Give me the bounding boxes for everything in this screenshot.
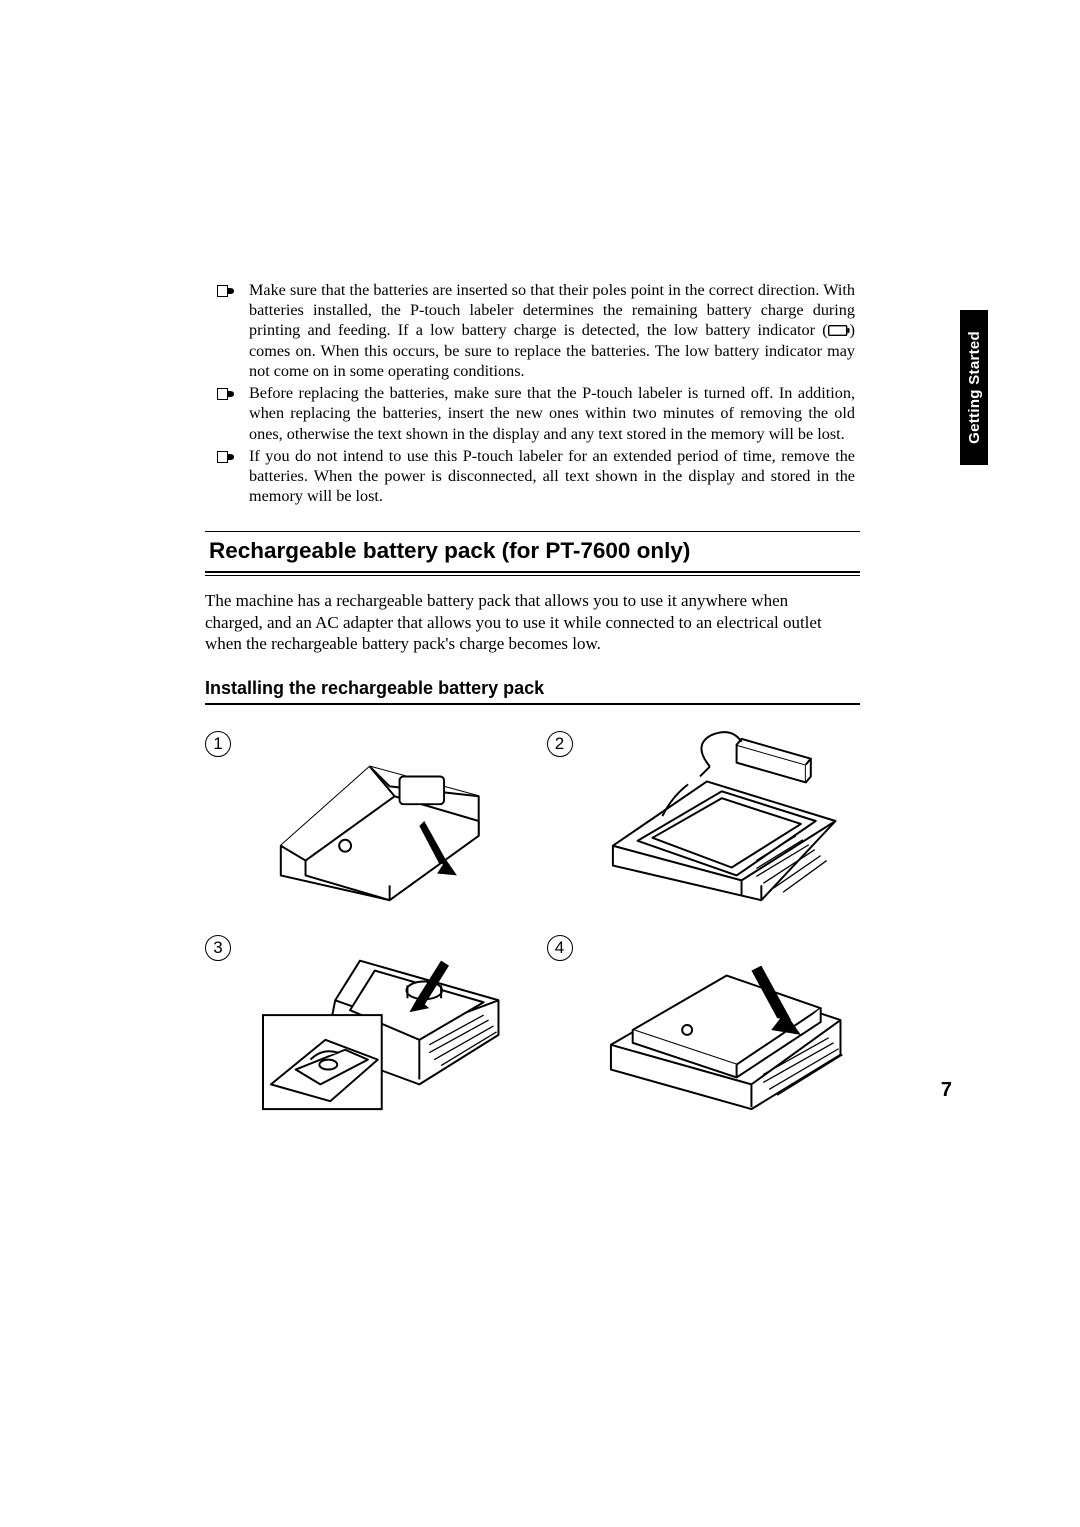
section-tab-label: Getting Started bbox=[966, 331, 983, 444]
step-number: 1 bbox=[205, 731, 231, 757]
rule bbox=[205, 703, 860, 705]
manual-page: Getting Started Make sure that the batte… bbox=[0, 0, 1080, 1527]
note-pointer-icon bbox=[217, 280, 235, 381]
note-item: Make sure that the batteries are inserte… bbox=[217, 280, 855, 381]
note-text: Before replacing the batteries, make sur… bbox=[249, 383, 855, 443]
notes-block: Make sure that the batteries are inserte… bbox=[217, 280, 855, 506]
rule bbox=[205, 571, 860, 574]
low-battery-icon bbox=[828, 321, 850, 341]
note-text: Make sure that the batteries are inserte… bbox=[249, 280, 855, 381]
step-illustration bbox=[241, 727, 519, 915]
note-pointer-icon bbox=[217, 446, 235, 506]
note-item: If you do not intend to use this P-touch… bbox=[217, 446, 855, 506]
note-item: Before replacing the batteries, make sur… bbox=[217, 383, 855, 443]
step-illustration bbox=[583, 727, 861, 915]
section-body: The machine has a rechargeable battery p… bbox=[205, 590, 840, 654]
figure-step-4: 4 bbox=[547, 931, 861, 1119]
figure-step-3: 3 bbox=[205, 931, 519, 1119]
step-illustration bbox=[241, 931, 519, 1119]
subheading-block: Installing the rechargeable battery pack bbox=[205, 678, 860, 705]
figure-grid: 1 bbox=[205, 727, 860, 1119]
note-pointer-icon bbox=[217, 383, 235, 443]
step-number: 3 bbox=[205, 935, 231, 961]
note-text: If you do not intend to use this P-touch… bbox=[249, 446, 855, 506]
section-heading-block: Rechargeable battery pack (for PT-7600 o… bbox=[205, 531, 860, 577]
subheading: Installing the rechargeable battery pack bbox=[205, 678, 860, 703]
step-illustration bbox=[583, 931, 861, 1119]
section-heading: Rechargeable battery pack (for PT-7600 o… bbox=[205, 532, 860, 571]
page-number: 7 bbox=[941, 1079, 952, 1102]
figure-step-2: 2 bbox=[547, 727, 861, 915]
figure-step-1: 1 bbox=[205, 727, 519, 915]
step-number: 2 bbox=[547, 731, 573, 757]
rule bbox=[205, 575, 860, 576]
note-text-part-a: Make sure that the batteries are inserte… bbox=[249, 281, 855, 339]
section-tab-getting-started: Getting Started bbox=[960, 310, 988, 465]
step-number: 4 bbox=[547, 935, 573, 961]
